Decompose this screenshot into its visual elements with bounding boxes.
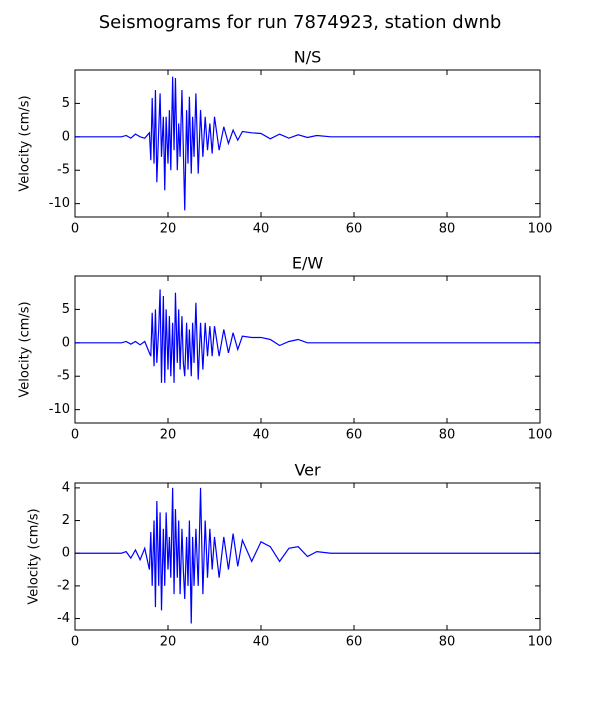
- series-line: [75, 487, 540, 624]
- y-tick-label: 2: [62, 513, 70, 528]
- y-tick-label: -5: [57, 369, 70, 384]
- y-tick-label: 0: [62, 335, 70, 350]
- x-tick-label: 20: [160, 222, 177, 237]
- y-tick-label: -10: [49, 402, 70, 417]
- x-tick-label: 100: [528, 222, 553, 237]
- y-axis-label: Velocity (cm/s): [18, 95, 33, 191]
- y-axis-label: Velocity (cm/s): [27, 508, 42, 604]
- y-tick-label: -10: [49, 196, 70, 211]
- axes-frame: [74, 275, 541, 424]
- y-tick-label: 0: [62, 129, 70, 144]
- x-tick-label: 40: [253, 222, 270, 237]
- y-tick-label: 5: [62, 96, 70, 111]
- x-tick-label: 60: [346, 222, 363, 237]
- subplot-title: Ver: [294, 461, 321, 480]
- x-tick-label: 60: [346, 428, 363, 443]
- x-tick-label: 0: [71, 635, 79, 650]
- series-line: [75, 76, 540, 211]
- x-tick-label: 40: [253, 428, 270, 443]
- y-tick-label: 5: [62, 302, 70, 317]
- y-tick-label: -2: [57, 578, 70, 593]
- axes-frame: [74, 482, 541, 631]
- subplot-title: E/W: [292, 254, 324, 273]
- x-tick-label: 0: [71, 428, 79, 443]
- series-line: [75, 289, 540, 383]
- x-tick-label: 40: [253, 635, 270, 650]
- x-tick-label: 80: [439, 222, 456, 237]
- x-tick-label: 80: [439, 428, 456, 443]
- x-tick-label: 20: [160, 635, 177, 650]
- x-tick-label: 100: [528, 428, 553, 443]
- x-tick-label: 80: [439, 635, 456, 650]
- x-tick-label: 100: [528, 635, 553, 650]
- y-tick-label: -4: [57, 611, 70, 626]
- figure-title: Seismograms for run 7874923, station dwn…: [99, 12, 502, 33]
- y-tick-label: 4: [62, 480, 70, 495]
- x-tick-label: 20: [160, 428, 177, 443]
- y-axis-label: Velocity (cm/s): [18, 301, 33, 397]
- y-tick-label: -5: [57, 163, 70, 178]
- y-tick-label: 0: [62, 546, 70, 561]
- x-tick-label: 60: [346, 635, 363, 650]
- x-tick-label: 0: [71, 222, 79, 237]
- axes-frame: [74, 69, 541, 218]
- subplot-title: N/S: [294, 48, 322, 67]
